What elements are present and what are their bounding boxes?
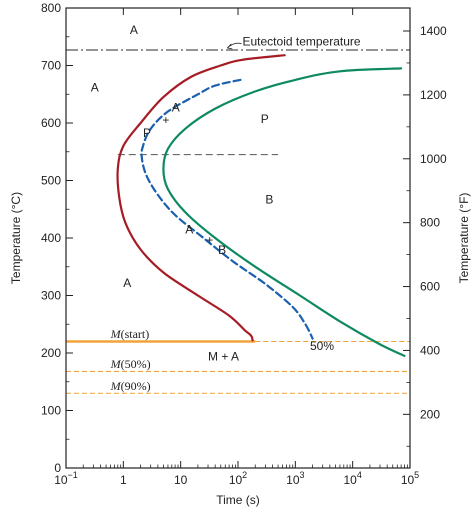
ticks: 10−1 1 10 102 103 104 105010020030040050060070… bbox=[41, 1, 447, 487]
x-tick-exponent: −1 bbox=[68, 470, 78, 480]
x-tick-label: 1 bbox=[120, 473, 127, 487]
region-label-austenite-top: A bbox=[130, 23, 138, 37]
pearlite-austenite-plus-label: + bbox=[162, 113, 169, 127]
x-tick-base: 1 bbox=[120, 473, 127, 487]
m-50-symbol: M bbox=[110, 357, 122, 371]
austenite-bainite-b-label: B bbox=[218, 243, 226, 257]
y-tick-label: 300 bbox=[41, 289, 61, 303]
y-tick-label: 600 bbox=[41, 116, 61, 130]
y-tick-label: 100 bbox=[41, 404, 61, 418]
y2-tick-label: 1000 bbox=[420, 152, 447, 166]
y-tick-label: 700 bbox=[41, 59, 61, 73]
x-tick-base: 10 bbox=[286, 473, 300, 487]
x-axis-title: Time (s) bbox=[216, 493, 260, 507]
m-50-label: M(50%) bbox=[110, 357, 151, 371]
x-tick-base: 10 bbox=[174, 473, 188, 487]
m-90-suffix: (90%) bbox=[121, 379, 151, 393]
reference-lines bbox=[66, 49, 410, 394]
m-start-symbol: M bbox=[110, 327, 122, 341]
x-tick-base: 10 bbox=[343, 473, 357, 487]
pearlite-austenite-p-label: P bbox=[143, 126, 151, 140]
y2-tick-label: 800 bbox=[420, 216, 440, 230]
y2-tick-label: 400 bbox=[420, 343, 440, 357]
curve-start bbox=[116, 54, 286, 342]
austenite-bainite-plus-label: + bbox=[206, 233, 213, 247]
y-tick-label: 200 bbox=[41, 346, 61, 360]
y-tick-label: 400 bbox=[41, 231, 61, 245]
y2-tick-label: 1400 bbox=[420, 24, 447, 38]
y2-axis-title: Temperature (°F) bbox=[457, 193, 471, 284]
eutectoid-label: Eutectoid temperature bbox=[243, 34, 361, 48]
y-tick-label: 0 bbox=[54, 461, 61, 475]
m-90-label: M(90%) bbox=[110, 379, 151, 393]
y2-tick-label: 1200 bbox=[420, 88, 447, 102]
x-tick-label: 103 bbox=[286, 470, 304, 487]
region-label-bainite: B bbox=[265, 193, 273, 207]
region-label-martensite-austenite: M + A bbox=[208, 350, 239, 364]
x-tick-exponent: 3 bbox=[300, 470, 305, 480]
y-tick-label: 800 bbox=[41, 1, 61, 15]
curve-mid bbox=[140, 78, 314, 340]
x-tick-exponent: 5 bbox=[414, 470, 419, 480]
y2-tick-label: 600 bbox=[420, 280, 440, 294]
eutectoid-pointer-arrow bbox=[226, 42, 242, 50]
pearlite-austenite-a-label: A bbox=[172, 101, 180, 115]
m-start-label: M(start) bbox=[110, 327, 150, 341]
x-tick-base: 10 bbox=[401, 473, 415, 487]
x-tick-label: 10−1 bbox=[54, 470, 78, 487]
y-tick-label: 500 bbox=[41, 174, 61, 188]
m-90-symbol: M bbox=[110, 379, 122, 393]
x-tick-label: 104 bbox=[343, 470, 361, 487]
fifty-percent-label: 50% bbox=[310, 339, 334, 353]
austenite-bainite-a-label: A bbox=[185, 222, 193, 236]
region-label-austenite-left: A bbox=[91, 80, 99, 94]
m-start-suffix: (start) bbox=[121, 327, 150, 341]
x-tick-label: 102 bbox=[229, 470, 247, 487]
curves bbox=[116, 54, 406, 357]
curve-finish bbox=[162, 67, 406, 357]
m-50-suffix: (50%) bbox=[121, 357, 151, 371]
x-tick-label: 10 bbox=[174, 473, 188, 487]
x-tick-base: 10 bbox=[229, 473, 243, 487]
x-tick-label: 105 bbox=[401, 470, 419, 487]
x-tick-exponent: 4 bbox=[357, 470, 362, 480]
y2-tick-label: 200 bbox=[420, 407, 440, 421]
x-tick-exponent: 2 bbox=[242, 470, 247, 480]
region-label-pearlite: P bbox=[261, 112, 269, 126]
y-axis-title: Temperature (°C) bbox=[9, 192, 23, 284]
region-label-austenite-lower: A bbox=[123, 276, 131, 290]
x-tick-base: 10 bbox=[54, 473, 68, 487]
